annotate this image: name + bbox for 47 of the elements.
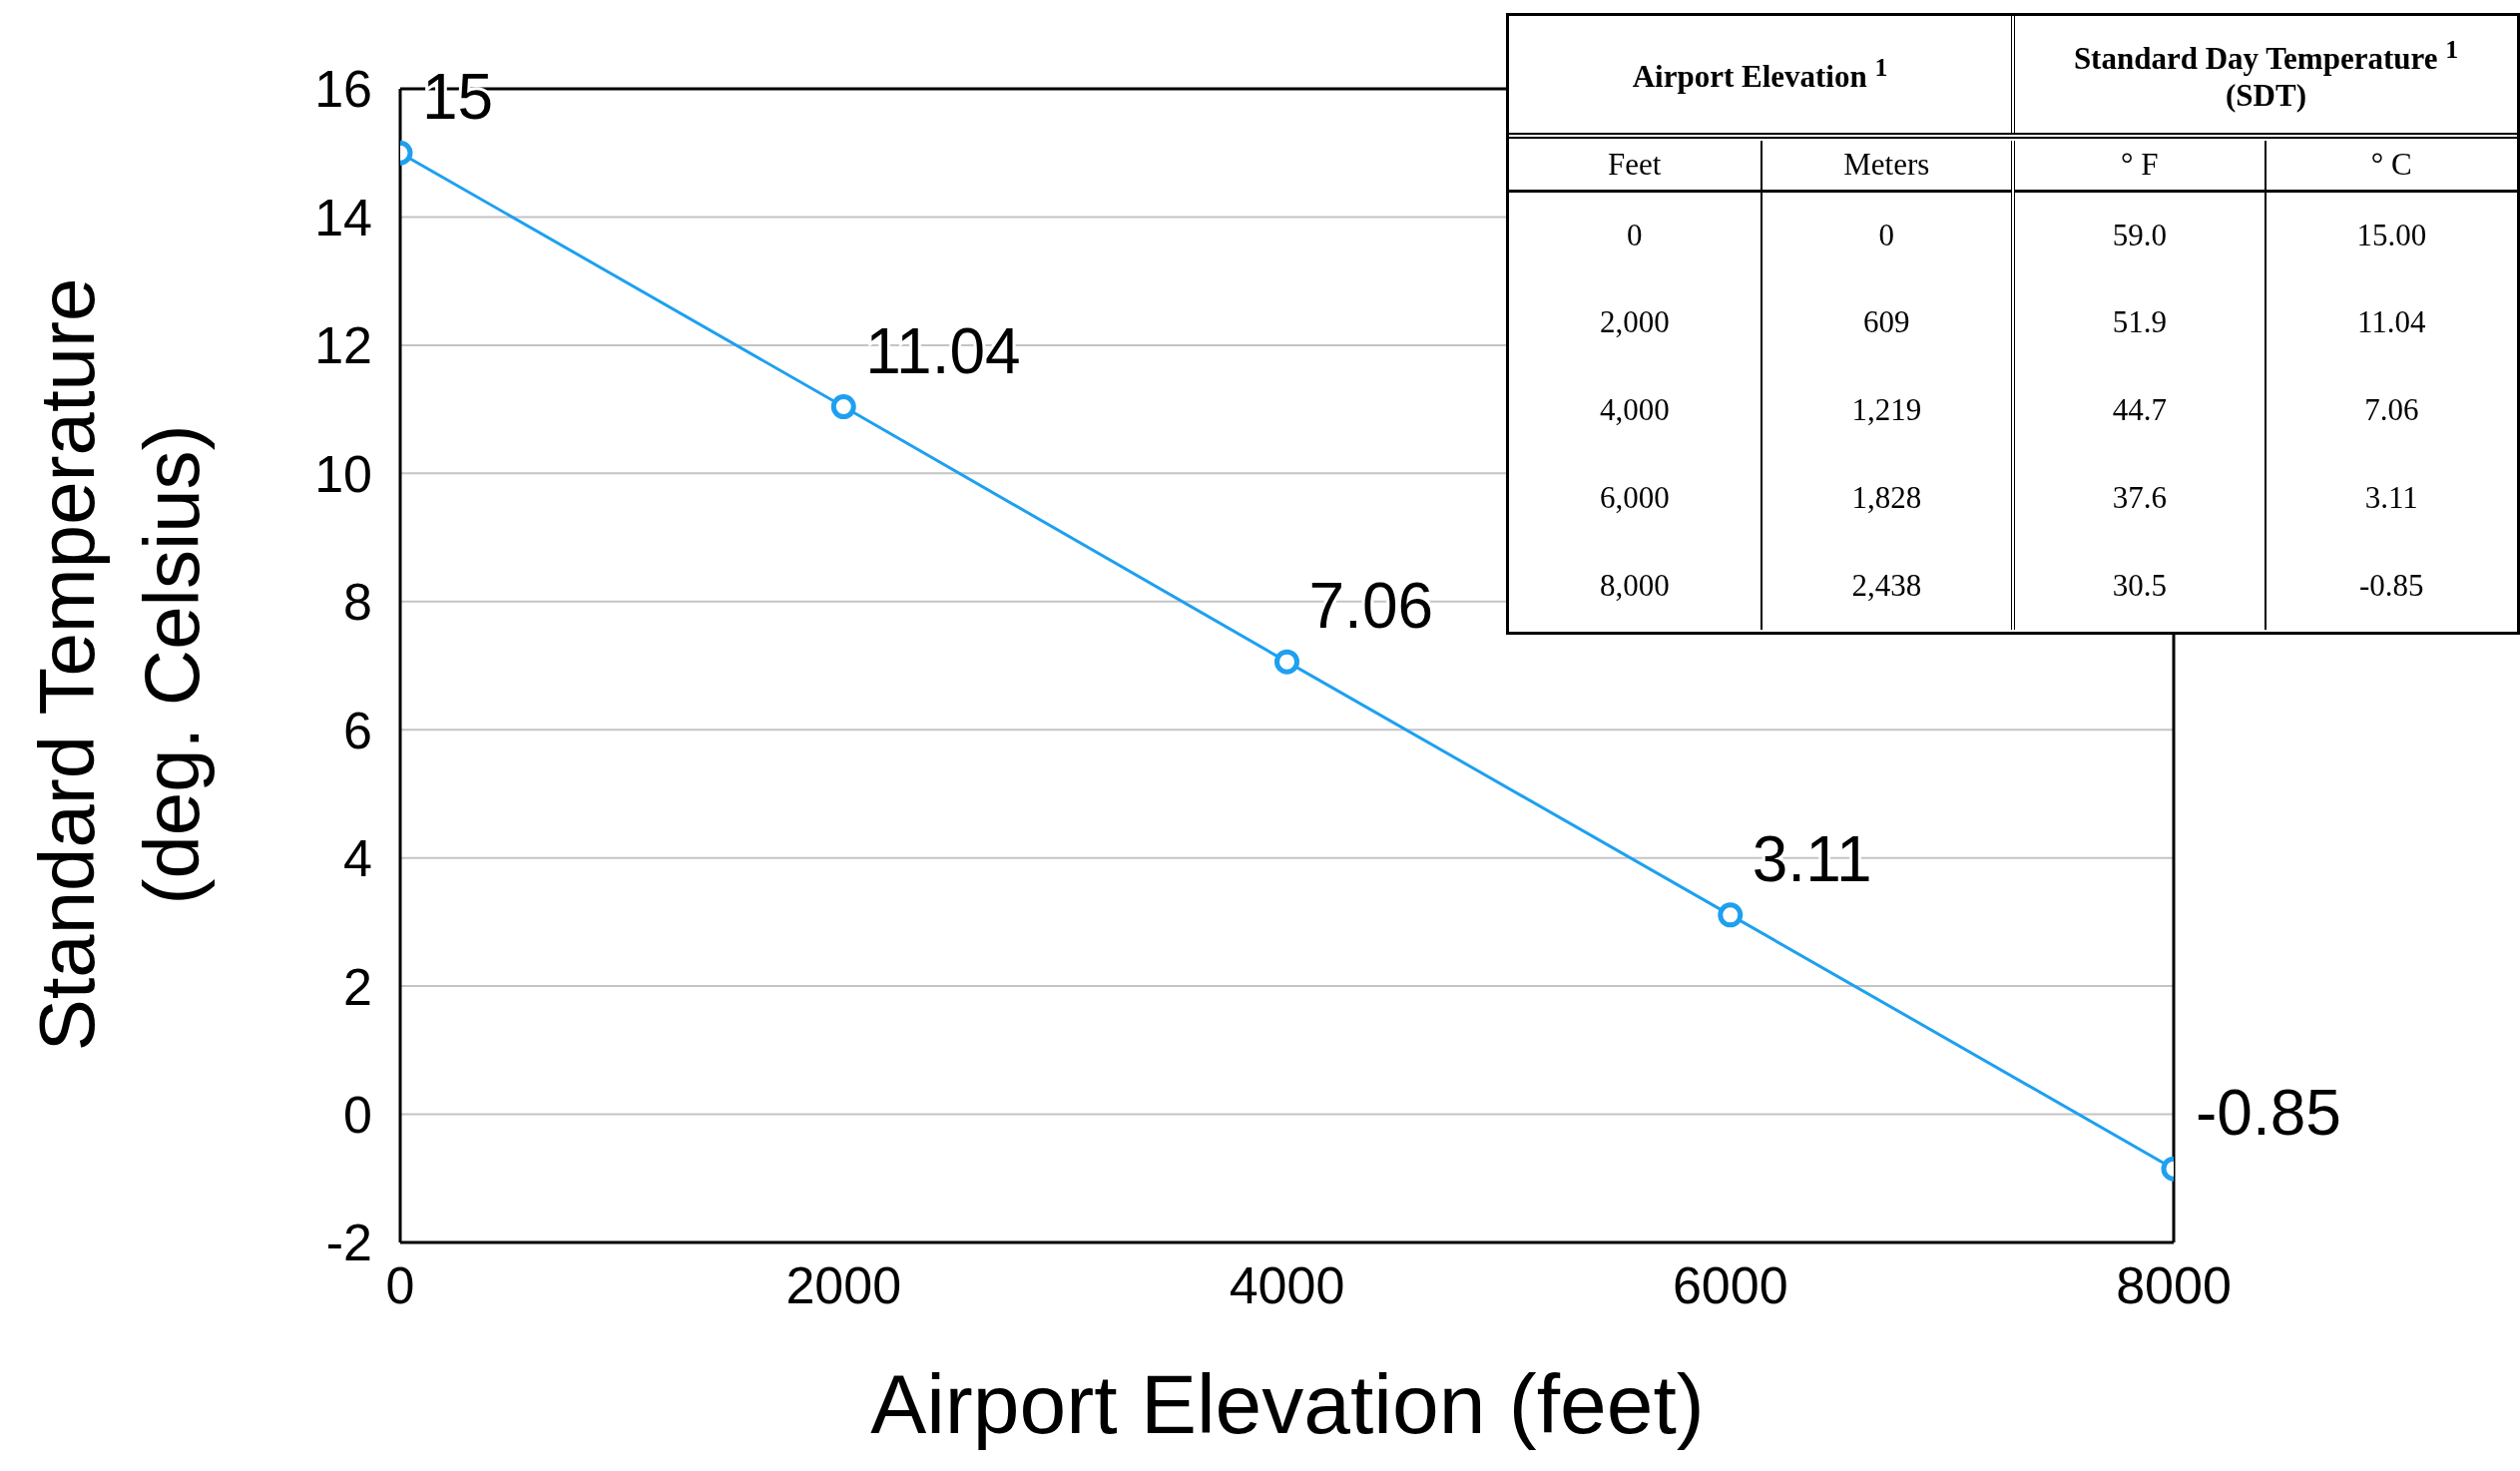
x-tick-label: 8000 (2116, 1255, 2232, 1314)
data-label: 3.11 (1752, 822, 1872, 895)
annotation: 1,828 (1761, 454, 2013, 542)
annotation: 59.0 (2013, 191, 2266, 279)
annotation: 2,000 (1598, 303, 1671, 342)
x-tick-label: 6000 (1672, 1255, 1788, 1314)
text: 11.04 (2356, 304, 2426, 340)
annotation: 30.5 (2013, 541, 2266, 630)
y-tick-label: 2 (343, 957, 372, 1016)
data-label: -0.85 (2196, 1077, 2341, 1150)
text: Standard Day Temperature $^{1}$ (SDT) (2073, 35, 2459, 113)
annotation: 51.9 (2013, 278, 2266, 367)
annotation: 2,438 (1761, 541, 2013, 630)
annotation: 44.7 (2013, 366, 2266, 455)
x-tick-label: 4000 (1229, 1255, 1345, 1314)
data-label: 7.06 (1308, 570, 1434, 643)
annotation: 4,000 (1598, 391, 1671, 430)
annotation: 0 (1626, 216, 1644, 254)
text: ° C (2370, 147, 2412, 183)
y-tick-label: 10 (314, 444, 372, 503)
annotation: 8,000 (1598, 567, 1671, 605)
annotation: 37.6 (2013, 454, 2266, 542)
annotation: Meters (1761, 141, 2013, 192)
x-tick-label: 2000 (785, 1255, 902, 1314)
text: -0.85 (2358, 567, 2424, 603)
y-tick-label: -2 (325, 1214, 372, 1272)
y-tick-label: 8 (343, 573, 372, 632)
annotation: 609 (1761, 278, 2013, 367)
annotation: 1,219 (1761, 366, 2013, 455)
text: 15.00 (2356, 217, 2427, 252)
annotation: 6,000 (1598, 479, 1671, 517)
annotation: Feet (1509, 141, 1762, 192)
text: 7.06 (2364, 392, 2419, 428)
text: 3.11 (2364, 480, 2418, 515)
y-tick-label: 12 (314, 316, 372, 375)
annotation: 0 (1761, 191, 2013, 279)
x-axis-title: Airport Elevation (feet) (869, 1357, 1706, 1451)
data-label: 11.04 (865, 314, 1021, 387)
annotation: Airport Elevation $^{1}$ (1509, 16, 2013, 136)
y-tick-label: 6 (343, 701, 372, 759)
y-tick-label: 4 (343, 829, 372, 888)
x-tick-label: 0 (385, 1255, 415, 1314)
y-tick-label: 16 (314, 60, 372, 119)
y-tick-label: 14 (314, 188, 372, 246)
y-axis-title: Standard Temperature (deg. Celsius) (21, 276, 217, 1054)
y-tick-label: 0 (343, 1086, 372, 1145)
annotation: ° F (2013, 141, 2266, 192)
